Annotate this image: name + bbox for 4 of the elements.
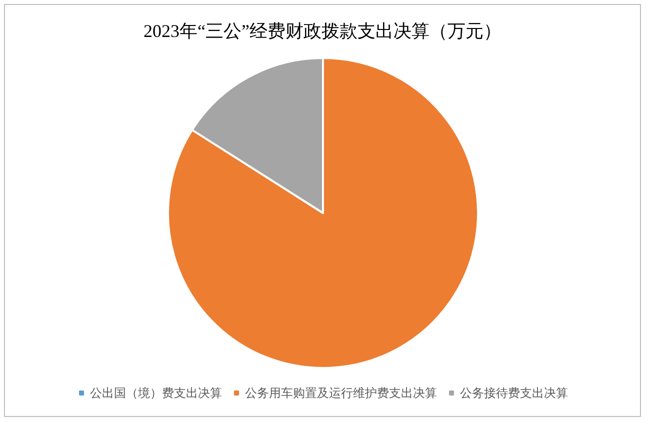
legend-label: 公务接待费支出决算 (460, 386, 568, 400)
legend-label: 公出国（境）费支出决算 (90, 386, 222, 400)
chart-title: 2023年“三公”经费财政拨款支出决算（万元） (144, 21, 502, 41)
legend-label: 公务用车购置及运行维护费支出决算 (245, 386, 437, 400)
